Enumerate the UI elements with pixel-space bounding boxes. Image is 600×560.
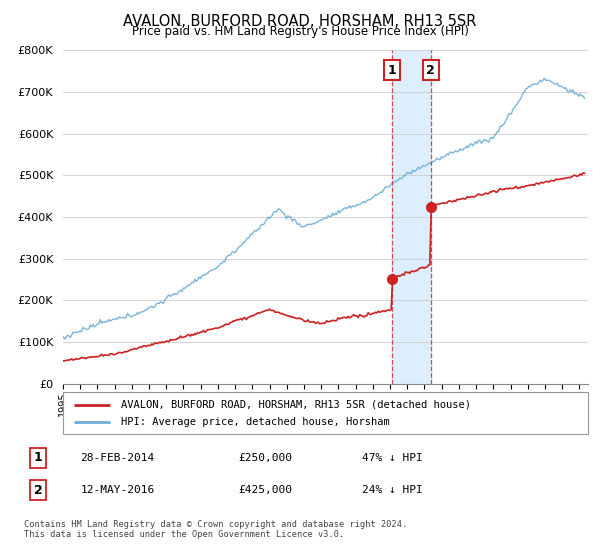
Text: 1: 1: [34, 451, 43, 464]
Text: 24% ↓ HPI: 24% ↓ HPI: [362, 486, 423, 496]
Text: 1: 1: [388, 64, 397, 77]
Text: AVALON, BURFORD ROAD, HORSHAM, RH13 5SR (detached house): AVALON, BURFORD ROAD, HORSHAM, RH13 5SR …: [121, 400, 471, 409]
Text: AVALON, BURFORD ROAD, HORSHAM, RH13 5SR: AVALON, BURFORD ROAD, HORSHAM, RH13 5SR: [124, 14, 476, 29]
Text: Contains HM Land Registry data © Crown copyright and database right 2024.
This d: Contains HM Land Registry data © Crown c…: [24, 520, 407, 539]
Text: 2: 2: [427, 64, 435, 77]
Text: 12-MAY-2016: 12-MAY-2016: [80, 486, 155, 496]
Text: 47% ↓ HPI: 47% ↓ HPI: [362, 453, 423, 463]
Bar: [392, 50, 431, 384]
Text: HPI: Average price, detached house, Horsham: HPI: Average price, detached house, Hors…: [121, 417, 389, 427]
Text: £425,000: £425,000: [238, 486, 292, 496]
Text: 2: 2: [34, 484, 43, 497]
Text: 28-FEB-2014: 28-FEB-2014: [80, 453, 155, 463]
Text: £250,000: £250,000: [238, 453, 292, 463]
Text: Price paid vs. HM Land Registry's House Price Index (HPI): Price paid vs. HM Land Registry's House …: [131, 25, 469, 38]
